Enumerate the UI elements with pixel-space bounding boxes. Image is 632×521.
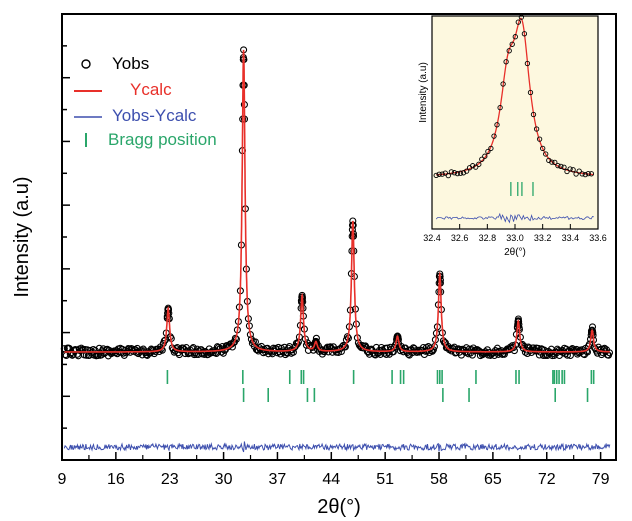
inset-yobs-point: [445, 172, 451, 179]
legend-label: Yobs-Ycalc: [112, 106, 197, 125]
x-tick-label: 16: [107, 471, 125, 488]
x-axis-label: 2θ(°): [317, 496, 361, 518]
x-tick-label: 44: [322, 471, 340, 488]
inset-yobs-point: [512, 34, 518, 40]
x-tick-label: 23: [161, 471, 179, 488]
inset-yobs-point: [521, 31, 528, 37]
inset-yobs-point: [558, 163, 564, 170]
inset-yobs-point: [494, 122, 500, 128]
yobs-point: [540, 346, 548, 354]
x-tick-label: 72: [538, 471, 556, 488]
x-tick-label: 65: [484, 471, 502, 488]
inset-x-tick-label: 33.4: [562, 233, 580, 243]
inset-yobs-point: [433, 172, 439, 179]
inset-x-tick-label: 32.4: [423, 233, 441, 243]
inset-yobs-point: [582, 171, 588, 178]
inset-yobs-point: [527, 89, 534, 96]
legend-marker-yobs: [81, 59, 91, 69]
inset-x-tick-label: 33.6: [589, 233, 607, 243]
inset-yobs-point: [530, 111, 537, 118]
x-tick-label: 79: [592, 471, 610, 488]
inset-yobs-point: [585, 170, 591, 177]
inset-yobs-point: [479, 156, 485, 162]
inset-yobs-point: [518, 14, 525, 20]
inset-yobs-point: [549, 159, 555, 165]
bragg-positions: [166, 370, 595, 402]
inset-yobs-point: [476, 161, 482, 167]
inset-x-axis-label: 2θ(°): [504, 247, 526, 258]
inset-yobs-point: [552, 159, 558, 166]
legend-label: Bragg position: [108, 130, 217, 149]
inset-yobs-point: [497, 104, 503, 111]
inset-yobs-point: [470, 163, 476, 169]
inset-yobs-point: [503, 59, 509, 65]
yobs-point: [282, 348, 290, 357]
yobs-ycalc-series: [63, 441, 611, 453]
inset-plot: 32.4 32.6 32.8 33.0 33.2 33.4 33.6 2θ(°) Intensi…: [418, 14, 607, 258]
yobs-point: [530, 346, 538, 354]
yobs-point: [313, 340, 321, 348]
inset-yobs-point: [448, 169, 455, 175]
x-tick-label: 30: [215, 471, 233, 488]
yobs-point: [279, 348, 287, 356]
yobs-point: [216, 344, 224, 352]
inset-yobs-point: [454, 170, 461, 177]
inset-yobs-point: [555, 162, 561, 169]
inset-x-tick-label: 32.8: [479, 233, 497, 243]
inset-frame: [431, 15, 599, 230]
inset-yobs-point: [576, 168, 582, 174]
inset-yobs-point: [567, 166, 573, 172]
inset-yobs-point: [439, 171, 445, 177]
inset-yobs-point: [509, 41, 515, 47]
inset-x-tick-label: 33.2: [534, 233, 552, 243]
yobs-point: [605, 349, 614, 357]
ycalc-series: [64, 49, 610, 353]
y-axis-label: Intensity (a.u): [11, 176, 33, 297]
inset-yobs-point: [482, 153, 488, 159]
inset-yobs-point: [564, 168, 570, 175]
inset-yobs-point: [491, 133, 497, 139]
inset-x-tick-label: 32.6: [451, 233, 469, 243]
inset-yobs-point: [500, 81, 506, 87]
x-tick-label: 58: [430, 471, 448, 488]
legend: Yobs Ycalc Yobs-Ycalc Bragg position: [74, 54, 217, 149]
inset-yobs-point: [536, 136, 543, 142]
inset-x-tick-label: 33.0: [506, 233, 524, 243]
inset-yobs-point: [451, 170, 458, 176]
inset-yobs-point: [579, 171, 585, 177]
inset-yobs-point: [573, 171, 579, 177]
inset-yobs-point: [485, 148, 491, 155]
yobs-point: [108, 349, 116, 357]
inset-yobs-point: [533, 126, 540, 132]
yobs-point: [369, 349, 377, 357]
inset-yobs-point: [463, 168, 470, 174]
inset-yobs-point: [506, 48, 512, 54]
legend-label: Yobs: [112, 54, 149, 73]
legend-label: Ycalc: [130, 80, 172, 99]
inset-yobs-point: [488, 145, 494, 152]
inset-yobs-point: [515, 19, 521, 25]
inset-yobs-point: [540, 145, 546, 152]
inset-y-axis-label: Intensity (a.u): [418, 62, 429, 123]
inset-yobs-point: [570, 167, 576, 173]
x-tick-label: 37: [269, 471, 287, 488]
inset-yobs-point: [524, 60, 531, 67]
inset-yobs-point: [561, 164, 567, 170]
inset-yobs-point: [457, 170, 464, 176]
inset-yobs-point: [588, 171, 595, 177]
inset-diff-series: [435, 212, 594, 224]
yobs-point: [193, 345, 201, 353]
inset-yobs-point: [436, 171, 442, 177]
x-tick-label: 51: [376, 471, 394, 488]
inset-yobs-point: [473, 164, 479, 170]
inset-yobs-point: [543, 151, 549, 157]
main-plot: 9 16 23 30 37 44 51 58 65 72 79 2θ(°) Intensity (a.u…: [11, 13, 617, 518]
x-tick-label: 9: [58, 471, 67, 488]
